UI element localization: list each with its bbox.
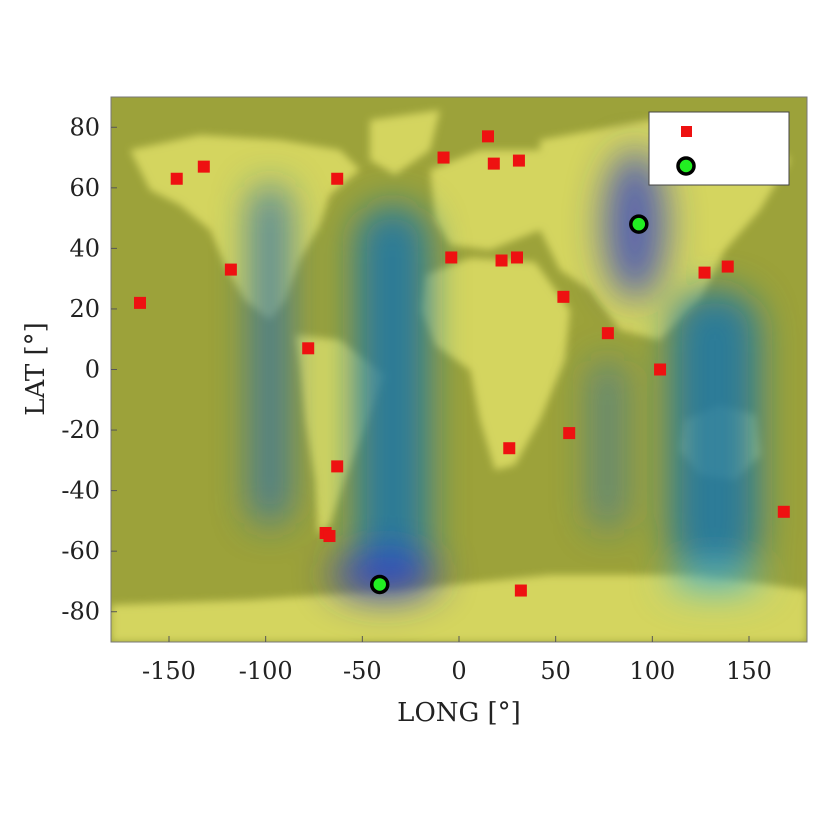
site-marker-square (512, 154, 525, 167)
y-axis-label: LAT [°] (21, 322, 51, 416)
site-marker-square (302, 342, 315, 355)
x-tick-label: 0 (451, 657, 466, 685)
data-marks (134, 130, 790, 597)
site-marker-square (134, 296, 146, 309)
x-tick-label: -50 (343, 657, 382, 685)
legend-square-marker (681, 126, 692, 137)
site-marker-square (323, 530, 336, 543)
y-tick-label: 60 (69, 174, 100, 202)
x-tick-label: -100 (239, 657, 293, 685)
site-marker-square (557, 290, 570, 303)
x-tick-label: 150 (726, 657, 772, 685)
site-marker-square (482, 130, 494, 143)
site-marker-square (331, 172, 344, 185)
site-marker-square (197, 160, 210, 173)
site-marker-square (445, 251, 458, 264)
x-tick-label: -150 (142, 657, 196, 685)
site-marker-square (698, 266, 711, 279)
y-tick-label: 40 (69, 234, 100, 262)
axis-ticks: -150 -100 -50 0 50 100 150 -80 -60 -40 -20 0 20 40 60 8… (61, 113, 772, 685)
y-tick-label: -60 (61, 537, 100, 565)
site-marker-square (721, 260, 734, 273)
legend (648, 111, 790, 186)
y-tick-label: 20 (69, 295, 100, 323)
site-marker-square (331, 460, 344, 473)
site-marker-square (495, 254, 508, 267)
map-background (111, 97, 807, 642)
site-marker-square (487, 157, 500, 170)
site-marker-square (224, 263, 237, 276)
site-marker-square (654, 363, 667, 376)
site-marker-square (170, 172, 183, 185)
optimal-point-circle (629, 214, 649, 234)
site-marker-square (777, 505, 790, 518)
site-marker-square (514, 584, 527, 597)
site-marker-square (563, 427, 576, 440)
optimal-point-circle (369, 574, 390, 595)
y-tick-label: -80 (61, 598, 100, 626)
x-axis-label: LONG [°] (397, 698, 521, 728)
site-marker-square (511, 251, 523, 264)
site-marker-square (503, 442, 516, 455)
site-marker-square (437, 151, 450, 164)
legend-circle-marker (676, 156, 696, 176)
legend-box (648, 111, 790, 186)
y-tick-label: 80 (69, 113, 100, 141)
y-tick-label: 0 (85, 356, 100, 384)
y-tick-label: -20 (61, 416, 100, 444)
y-tick-label: -40 (61, 477, 100, 505)
site-marker-square (601, 327, 614, 340)
x-tick-label: 100 (629, 657, 675, 685)
x-tick-label: 50 (540, 657, 571, 685)
